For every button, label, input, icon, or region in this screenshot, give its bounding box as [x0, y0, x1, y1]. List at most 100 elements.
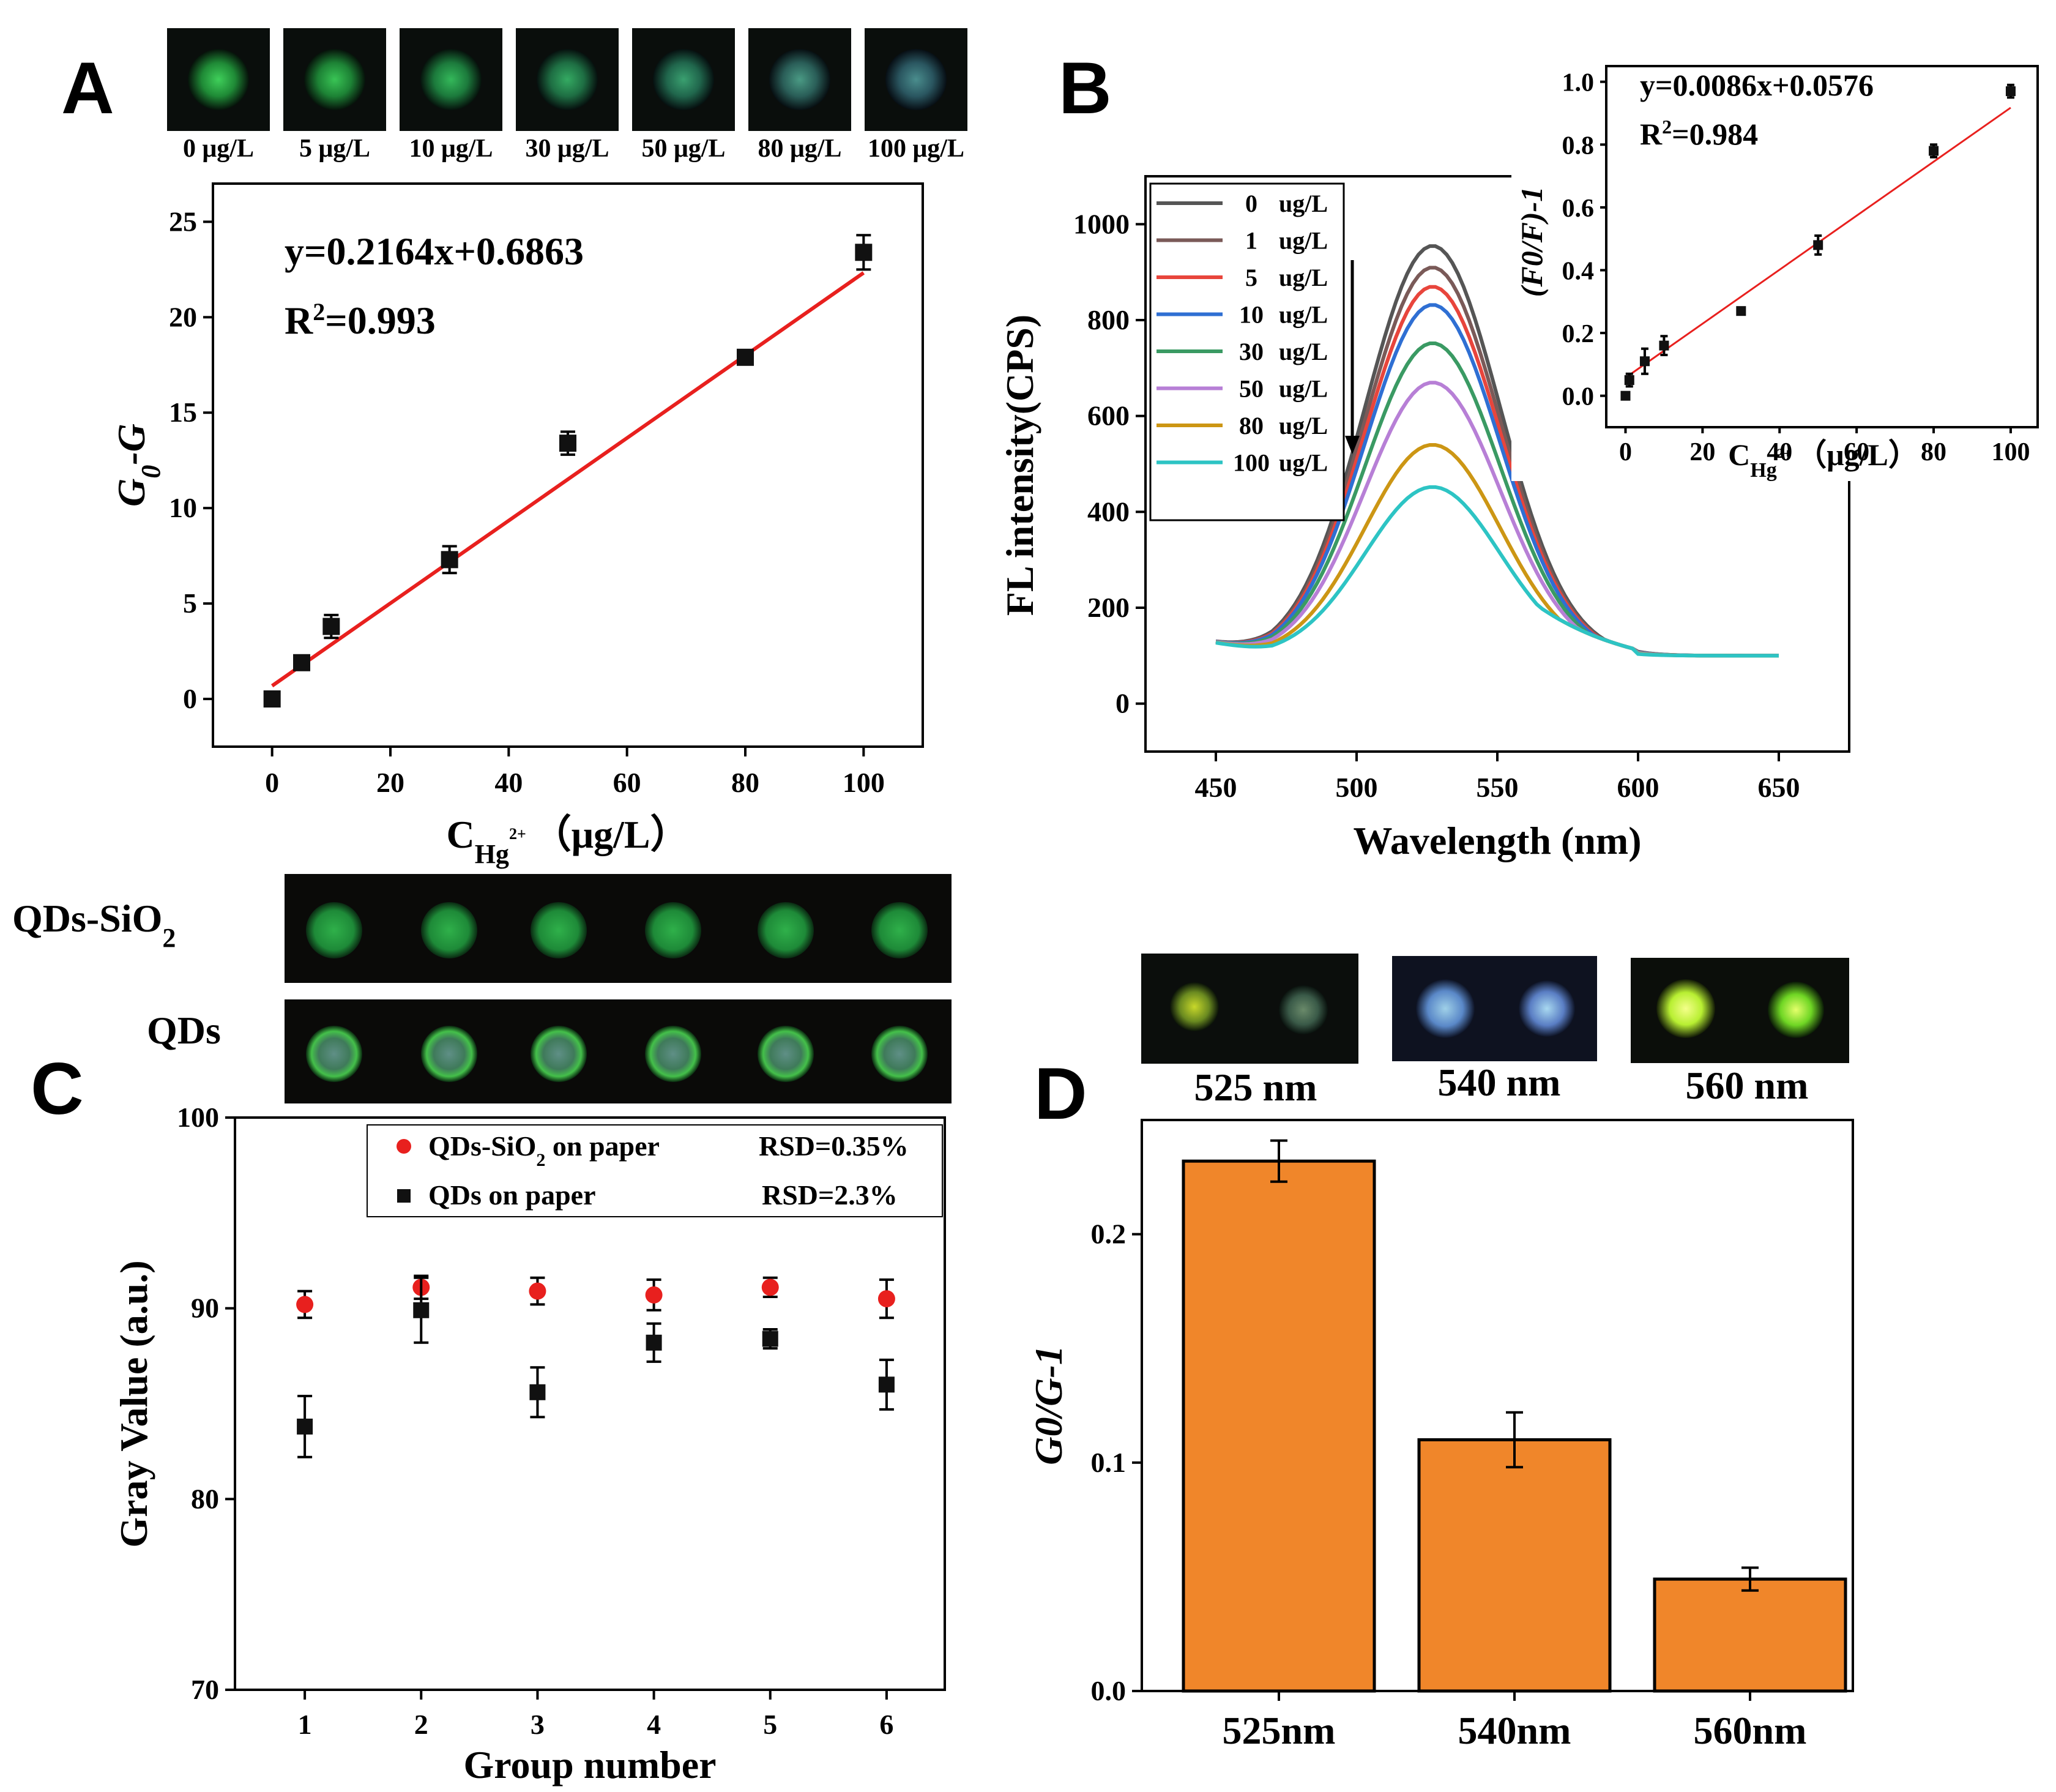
- plot-d-ticks: 0.0 0.1 0.2 525nm 540nm 560nm: [1091, 1219, 1807, 1752]
- inset-ytick-label: 1.0: [1562, 69, 1595, 97]
- panel-label-c: C: [31, 1048, 84, 1130]
- legend-b-value: 80: [1239, 412, 1264, 439]
- ylabel-c: Gray Value (a.u.): [112, 1260, 155, 1547]
- panel-label-a: A: [61, 47, 114, 129]
- photo-label-d-2: 560 nm: [1686, 1064, 1809, 1107]
- spot-d-540-a: [1416, 979, 1475, 1038]
- inset-data-point: [1624, 375, 1634, 386]
- spot-c-qds: [758, 1026, 814, 1082]
- d-category-label: 525nm: [1223, 1709, 1336, 1752]
- spot-d-560-b: [1768, 982, 1824, 1038]
- legend-b-unit: ug/L: [1279, 449, 1328, 477]
- a-data-point: [441, 551, 458, 569]
- plot-a-ticks: 0 20 40 60 80 100 0 5 10 15 20 25: [169, 206, 885, 798]
- a-data-point: [293, 654, 310, 671]
- equation-inset: y=0.0086x+0.0576: [1640, 68, 1874, 102]
- r2-inset: R2=0.984: [1640, 116, 1758, 151]
- xlabel-b: Wavelength (nm): [1353, 819, 1641, 862]
- b-xtick-label: 450: [1195, 772, 1237, 803]
- c-point-qds: [762, 1331, 778, 1347]
- c-xtick-label: 2: [414, 1709, 428, 1740]
- spot-c-qds-sio2: [306, 902, 362, 958]
- inset-data-point: [1736, 306, 1746, 316]
- panel-a-photo-strip: [167, 28, 967, 131]
- inset-data-point: [1659, 340, 1669, 351]
- plot-a-frame: [212, 182, 924, 748]
- panel-d-photo-strip: [1141, 954, 1849, 1064]
- legend-b-value: 1: [1245, 227, 1257, 255]
- a-xtick-label: 80: [731, 767, 759, 798]
- inset-b-background: [1511, 28, 2050, 481]
- legend-b-value: 10: [1239, 301, 1264, 329]
- r2-a: R2=0.993: [285, 298, 436, 343]
- inset-xtick-label: 100: [1991, 438, 2030, 466]
- ylabel-b: FL intensity(CPS): [998, 315, 1041, 616]
- d-category-label: 560nm: [1694, 1709, 1807, 1752]
- legend-c-label-1: QDs-SiO2 on paper: [428, 1130, 660, 1170]
- spot-c-qds-sio2: [758, 902, 814, 958]
- xlabel-c: Group number: [463, 1743, 716, 1786]
- c-point-qds-sio2: [877, 1290, 895, 1308]
- inset-b-points: [1620, 83, 2016, 401]
- decrease-arrow-head: [1345, 436, 1360, 454]
- a-xtick-label: 40: [494, 767, 523, 798]
- inset-data-point: [1929, 146, 1939, 156]
- b-curve: [1215, 485, 1779, 658]
- inset-data-point: [1620, 390, 1631, 401]
- legend-c-marker-circle: [397, 1139, 411, 1154]
- photo-label-a-1: 5 μg/L: [299, 135, 370, 163]
- ylabel-inset: (F0/F)-1: [1514, 187, 1549, 297]
- legend-c-marker-square: [397, 1189, 411, 1203]
- photo-label-a-6: 100 μg/L: [868, 135, 964, 163]
- d-ytick-label: 0.1: [1091, 1447, 1127, 1478]
- plot-a-points: [263, 234, 873, 708]
- spot-d-560-a: [1656, 979, 1715, 1038]
- plot-d-bars: [1182, 1139, 1847, 1693]
- fit-line-a: [270, 271, 865, 688]
- c-point-qds-sio2: [529, 1282, 546, 1300]
- d-bar: [1417, 1438, 1612, 1693]
- spot-d-525-a: [1170, 982, 1219, 1031]
- b-ytick-label: 0: [1116, 688, 1130, 719]
- a-data-point: [322, 618, 340, 635]
- spot-c-qds: [531, 1026, 587, 1082]
- spot-a-6: [885, 49, 947, 110]
- photo-label-a-0: 0 μg/L: [183, 135, 254, 163]
- inset-data-point: [1813, 240, 1823, 250]
- inset-data-point: [2005, 86, 2016, 97]
- c-ytick-label: 100: [177, 1102, 219, 1133]
- a-xtick-label: 20: [376, 767, 404, 798]
- b-ytick-label: 1000: [1073, 208, 1130, 239]
- spot-c-qds-sio2: [531, 902, 587, 958]
- c-point-qds-sio2: [296, 1296, 314, 1313]
- b-xtick-label: 550: [1477, 772, 1519, 803]
- inset-xtick-label: 40: [1767, 438, 1792, 466]
- spot-a-4: [653, 49, 714, 110]
- a-data-point: [855, 244, 873, 261]
- b-ytick-label: 400: [1087, 496, 1130, 527]
- inset-ytick-label: 0.8: [1562, 132, 1595, 160]
- legend-b-value: 50: [1239, 375, 1264, 403]
- b-ytick-label: 600: [1087, 400, 1130, 431]
- a-ytick-label: 15: [169, 397, 197, 428]
- spot-a-3: [537, 49, 598, 110]
- a-xtick-label: 60: [613, 767, 641, 798]
- d-ytick-label: 0.2: [1091, 1219, 1127, 1250]
- a-ytick-label: 25: [169, 206, 197, 237]
- legend-b-value: 100: [1233, 449, 1270, 477]
- inset-ytick-label: 0.4: [1562, 257, 1595, 285]
- c-xtick-label: 3: [531, 1709, 545, 1740]
- legend-b-unit: ug/L: [1279, 301, 1328, 329]
- spot-a-2: [420, 49, 482, 110]
- spot-a-5: [769, 49, 830, 110]
- photo-label-a-4: 50 μg/L: [642, 135, 726, 163]
- b-xtick-label: 600: [1617, 772, 1659, 803]
- b-ytick-label: 800: [1087, 304, 1130, 335]
- legend-b-unit: ug/L: [1279, 338, 1328, 365]
- spot-c-qds: [306, 1026, 362, 1082]
- a-data-point: [559, 435, 576, 452]
- photo-label-a-3: 30 μg/L: [526, 135, 609, 163]
- photo-c-qds: [285, 999, 952, 1103]
- a-ytick-label: 10: [169, 492, 197, 523]
